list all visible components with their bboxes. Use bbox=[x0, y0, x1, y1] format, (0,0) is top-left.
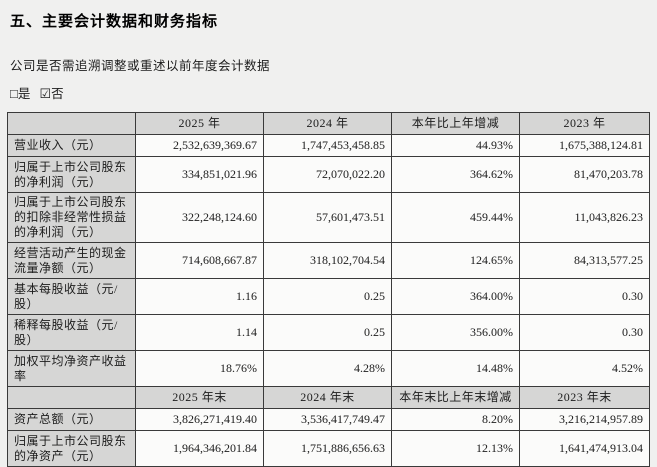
cell-value: 2,532,639,369.67 bbox=[135, 134, 264, 157]
table-row-basic-eps: 基本每股收益（元/股） 1.16 0.25 364.00% 0.30 bbox=[7, 278, 650, 315]
table-row-operating-cash-flow: 经营活动产生的现金流量净额（元） 714,608,667.87 318,102,… bbox=[7, 242, 650, 279]
row-label: 稀释每股收益（元/股） bbox=[7, 314, 136, 351]
cell-value: 0.25 bbox=[263, 278, 392, 315]
cell-value: 4.52% bbox=[519, 350, 650, 387]
cell-value: 1,751,886,656.63 bbox=[263, 430, 392, 467]
restatement-question: 公司是否需追溯调整或重述以前年度会计数据 bbox=[10, 59, 271, 73]
row-label: 基本每股收益（元/股） bbox=[7, 278, 136, 315]
header-cell-2024-end: 2024 年末 bbox=[263, 386, 392, 409]
cell-value: 1,747,453,458.85 bbox=[263, 134, 392, 157]
cell-value: 1,964,346,201.84 bbox=[135, 430, 264, 467]
table-row-weighted-avg-roe: 加权平均净资产收益率 18.76% 4.28% 14.48% 4.52% bbox=[7, 350, 650, 387]
header-cell-yoy-change: 本年比上年增减 bbox=[391, 112, 520, 135]
cell-value: 356.00% bbox=[391, 314, 520, 351]
cell-value: 714,608,667.87 bbox=[135, 242, 264, 279]
cell-value: 0.25 bbox=[263, 314, 392, 351]
cell-value: 1,675,388,124.81 bbox=[519, 134, 650, 157]
cell-value: 1.16 bbox=[135, 278, 264, 315]
table-row-net-assets: 归属于上市公司股东的净资产（元） 1,964,346,201.84 1,751,… bbox=[7, 430, 650, 467]
checkbox-checked-icon: ☑ bbox=[39, 86, 52, 101]
cell-value: 81,470,203.78 bbox=[519, 156, 650, 193]
row-label: 经营活动产生的现金流量净额（元） bbox=[7, 242, 136, 279]
table-row-total-assets: 资产总额（元） 3,826,271,419.40 3,536,417,749.4… bbox=[7, 408, 650, 431]
header-cell-2023: 2023 年 bbox=[519, 112, 650, 135]
table-row-net-profit: 归属于上市公司股东的净利润（元） 334,851,021.96 72,070,0… bbox=[7, 156, 650, 193]
header-cell-yoy-end-change: 本年末比上年末增减 bbox=[391, 386, 520, 409]
cell-value: 18.76% bbox=[135, 350, 264, 387]
header-cell-2025: 2025 年 bbox=[135, 112, 264, 135]
cell-value: 72,070,022.20 bbox=[263, 156, 392, 193]
header-cell-2025-end: 2025 年末 bbox=[135, 386, 264, 409]
checkbox-no: ☑否 bbox=[39, 86, 64, 101]
row-label: 加权平均净资产收益率 bbox=[7, 350, 136, 387]
restatement-options: □是 ☑否 bbox=[10, 83, 649, 102]
cell-value: 322,248,124.60 bbox=[135, 192, 264, 243]
cell-value: 1.14 bbox=[135, 314, 264, 351]
cell-value: 364.00% bbox=[391, 278, 520, 315]
cell-value: 0.30 bbox=[519, 314, 650, 351]
cell-value: 3,536,417,749.47 bbox=[263, 408, 392, 431]
header-cell-2024: 2024 年 bbox=[263, 112, 392, 135]
cell-value: 57,601,473.51 bbox=[263, 192, 392, 243]
table-header-annual: 2025 年 2024 年 本年比上年增减 2023 年 bbox=[7, 112, 650, 135]
checkbox-yes-label: 是 bbox=[17, 87, 31, 101]
cell-value: 8.20% bbox=[391, 408, 520, 431]
table-row-revenue: 营业收入（元） 2,532,639,369.67 1,747,453,458.8… bbox=[7, 134, 650, 157]
header-cell-blank bbox=[7, 386, 136, 409]
cell-value: 44.93% bbox=[391, 134, 520, 157]
cell-value: 14.48% bbox=[391, 350, 520, 387]
header-cell-2023-end: 2023 年末 bbox=[519, 386, 650, 409]
row-label: 营业收入（元） bbox=[7, 134, 136, 157]
header-cell-blank bbox=[7, 112, 136, 135]
section-title: 五、主要会计数据和财务指标 bbox=[10, 13, 219, 30]
cell-value: 3,216,214,957.89 bbox=[519, 408, 650, 431]
cell-value: 124.65% bbox=[391, 242, 520, 279]
financial-indicators-table: 2025 年 2024 年 本年比上年增减 2023 年 营业收入（元） 2,5… bbox=[7, 112, 650, 467]
cell-value: 4.28% bbox=[263, 350, 392, 387]
checkbox-no-label: 否 bbox=[51, 87, 64, 101]
cell-value: 12.13% bbox=[391, 430, 520, 467]
table-header-year-end: 2025 年末 2024 年末 本年末比上年末增减 2023 年末 bbox=[7, 386, 650, 409]
cell-value: 459.44% bbox=[391, 192, 520, 243]
row-label: 归属于上市公司股东的净资产（元） bbox=[7, 430, 136, 467]
row-label: 归属于上市公司股东的净利润（元） bbox=[7, 156, 136, 193]
cell-value: 1,641,474,913.04 bbox=[519, 430, 650, 467]
cell-value: 0.30 bbox=[519, 278, 650, 315]
checkbox-yes: □是 bbox=[10, 86, 31, 101]
cell-value: 334,851,021.96 bbox=[135, 156, 264, 193]
table-row-diluted-eps: 稀释每股收益（元/股） 1.14 0.25 356.00% 0.30 bbox=[7, 314, 650, 351]
row-label: 归属于上市公司股东的扣除非经常性损益的净利润（元） bbox=[7, 192, 136, 243]
cell-value: 3,826,271,419.40 bbox=[135, 408, 264, 431]
table-row-net-profit-excl-nonrecurring: 归属于上市公司股东的扣除非经常性损益的净利润（元） 322,248,124.60… bbox=[7, 192, 650, 243]
cell-value: 11,043,826.23 bbox=[519, 192, 650, 243]
cell-value: 84,313,577.25 bbox=[519, 242, 650, 279]
cell-value: 318,102,704.54 bbox=[263, 242, 392, 279]
cell-value: 364.62% bbox=[391, 156, 520, 193]
checkbox-unchecked-icon: □ bbox=[10, 86, 18, 101]
row-label: 资产总额（元） bbox=[7, 408, 136, 431]
